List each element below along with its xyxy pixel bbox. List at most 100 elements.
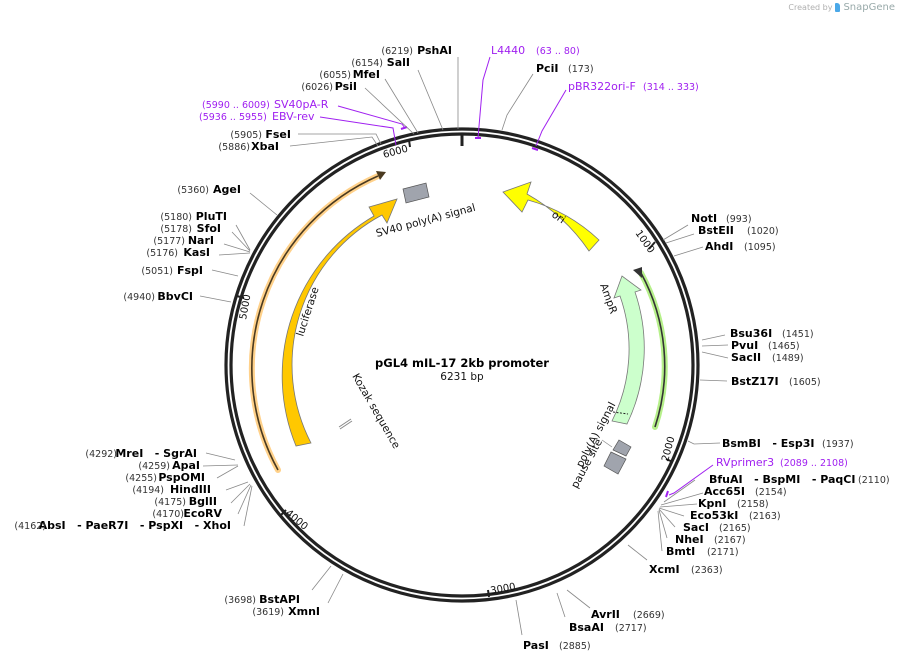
site-nhei[interactable]: NheI (2167)	[675, 533, 746, 546]
feature-pause-site[interactable]	[603, 451, 627, 475]
svg-text:(4292): (4292)	[85, 449, 117, 460]
site-pcii[interactable]: PciI (173)	[536, 62, 594, 75]
svg-text:(2717): (2717)	[615, 623, 647, 634]
site-ahdi[interactable]: AhdI (1095)	[705, 240, 776, 253]
primer-l4440[interactable]: L4440 (63 .. 80)	[475, 44, 580, 139]
svg-text:PshAI: PshAI	[417, 44, 452, 57]
site-ecorv[interactable]: EcoRV(4170)	[152, 507, 222, 520]
svg-text:Eco53kI: Eco53kI	[690, 509, 738, 522]
site-eco53ki[interactable]: Eco53kI (2163)	[690, 509, 781, 522]
svg-text:(3619): (3619)	[252, 607, 284, 618]
svg-text:AgeI: AgeI	[213, 183, 241, 196]
site-fsei[interactable]: FseI(5905)	[230, 128, 291, 141]
site-mfei[interactable]: MfeI(6055)	[319, 68, 380, 81]
site-noti[interactable]: NotI (993)	[691, 212, 752, 225]
site-pluti[interactable]: PluTI (5180)	[160, 210, 227, 223]
svg-text:(5177): (5177)	[153, 236, 185, 247]
svg-text:SfoI: SfoI	[197, 222, 221, 235]
svg-text:(6026): (6026)	[301, 82, 333, 93]
svg-text:BstAPI: BstAPI	[259, 593, 300, 606]
site-pspomi[interactable]: PspOMI(4255)	[125, 471, 205, 484]
feature-polya-signal[interactable]	[612, 439, 632, 457]
site-xbai[interactable]: XbaI(5886)	[218, 140, 279, 153]
site-nari[interactable]: NarI(5177)	[153, 234, 214, 247]
site-kasi[interactable]: KasI (5176)	[146, 246, 210, 259]
svg-text:BsmBI - Esp3I: BsmBI - Esp3I	[722, 437, 814, 450]
site-bstapi[interactable]: BstAPI(3698)	[224, 593, 300, 606]
primer-rvprimer3[interactable]: RVprimer3 (2089 .. 2108)	[665, 456, 848, 498]
site-pasi[interactable]: PasI (2885)	[523, 639, 591, 652]
site-fspi[interactable]: FspI (5051)	[141, 264, 203, 277]
svg-text:(2154): (2154)	[755, 487, 787, 498]
svg-text:KpnI: KpnI	[698, 497, 726, 510]
svg-text:(2171): (2171)	[707, 547, 739, 558]
svg-text:FspI: FspI	[177, 264, 203, 277]
feature-ampr[interactable]: AmpR	[597, 275, 645, 425]
svg-text:(5051): (5051)	[141, 266, 173, 277]
svg-text:BsaAI: BsaAI	[569, 621, 604, 634]
primer-range: (5936 .. 5955)	[199, 112, 267, 123]
created-by-text: Created by	[788, 3, 833, 12]
site-avrii[interactable]: AvrII (2669)	[591, 608, 665, 621]
primer-ebv-rev[interactable]: EBV-rev (5936 .. 5955)	[199, 110, 397, 146]
site-bsteii[interactable]: BstEII (1020)	[698, 224, 779, 237]
site-mrei-sgrai[interactable]: MreI - SgrAI(4292)	[85, 447, 197, 460]
snapgene-text: SnapGene	[843, 2, 895, 13]
svg-text:(4255): (4255)	[125, 473, 157, 484]
svg-text:AvrII: AvrII	[591, 608, 620, 621]
feature-kozak[interactable]: Kozak sequence	[338, 372, 402, 451]
site-sfoi[interactable]: SfoI (5178)	[160, 222, 221, 235]
restriction-site-labels-left: PshAI (6219) SalI (6154) MfeI(6055) PsiI(6…	[14, 44, 452, 618]
primer-sv40pa-r[interactable]: SV40pA-R (5990 .. 6009)	[202, 98, 408, 130]
svg-text:BmtI: BmtI	[666, 545, 695, 558]
site-bfuai-bspmi-paqci[interactable]: BfuAI - BspMI - PaqCI (2110)	[709, 473, 890, 486]
plasmid-name: pGL4 mIL-17 2kb promoter	[375, 356, 549, 370]
site-acc65i[interactable]: Acc65I (2154)	[704, 485, 787, 498]
site-hindiii[interactable]: HindIII (4194)	[132, 483, 211, 496]
feature-ori[interactable]: ori	[502, 181, 600, 252]
svg-text:XbaI: XbaI	[251, 140, 279, 153]
svg-text:PspOMI: PspOMI	[158, 471, 205, 484]
site-apai[interactable]: ApaI(4259)	[138, 459, 200, 472]
site-xmni[interactable]: XmnI (3619)	[252, 605, 320, 618]
site-psii[interactable]: PsiI(6026)	[301, 80, 357, 93]
site-bmti[interactable]: BmtI (2171)	[666, 545, 739, 558]
svg-text:Acc65I: Acc65I	[704, 485, 745, 498]
svg-text:(5178): (5178)	[160, 224, 192, 235]
site-sali[interactable]: SalI (6154)	[351, 56, 410, 69]
svg-text:(1489): (1489)	[772, 353, 804, 364]
svg-text:(6219): (6219)	[381, 46, 413, 57]
site-sacii[interactable]: SacII (1489)	[731, 351, 804, 364]
site-bstz17i[interactable]: BstZ17I (1605)	[731, 375, 821, 388]
primer-pbr322ori-f[interactable]: pBR322ori-F (314 .. 333)	[531, 80, 699, 151]
svg-text:(5180): (5180)	[160, 212, 192, 223]
orf-ampr[interactable]	[633, 267, 668, 430]
site-bglii[interactable]: BglII(4175)	[154, 495, 217, 508]
svg-text:(5905): (5905)	[230, 130, 262, 141]
site-bsmbi-esp3i[interactable]: BsmBI - Esp3I (1937)	[722, 437, 854, 450]
restriction-site-labels-right: PciI (173) NotI (993) BstEII (1020) AhdI (10…	[523, 62, 890, 652]
site-pvui[interactable]: PvuI (1465)	[731, 339, 800, 352]
svg-text:XmnI: XmnI	[288, 605, 320, 618]
site-kpni[interactable]: KpnI (2158)	[698, 497, 769, 510]
tick-4000: 4000	[283, 508, 310, 533]
site-absi-paer7i-pspxi-xhoi[interactable]: AbsI - PaeR7I - PspXI - XhoI(4162)	[14, 519, 231, 532]
svg-text:SacII: SacII	[731, 351, 761, 364]
site-bbvci[interactable]: BbvCI(4940)	[123, 290, 193, 303]
svg-text:PasI: PasI	[523, 639, 549, 652]
site-bsu36i[interactable]: Bsu36I (1451)	[730, 327, 814, 340]
site-bsaai[interactable]: BsaAI (2717)	[569, 621, 647, 634]
site-pshai[interactable]: PshAI (6219)	[381, 44, 452, 57]
site-agei[interactable]: AgeI (5360)	[177, 183, 241, 196]
svg-text:(1095): (1095)	[744, 242, 776, 253]
ampr-label: AmpR	[597, 282, 619, 316]
svg-text:(2669): (2669)	[633, 610, 665, 621]
svg-text:NotI: NotI	[691, 212, 717, 225]
svg-text:(2167): (2167)	[714, 535, 746, 546]
svg-text:(1937): (1937)	[822, 439, 854, 450]
svg-text:BfuAI - BspMI - PaqCI: BfuAI - BspMI - PaqCI	[709, 473, 855, 486]
orf-luciferase[interactable]	[248, 171, 386, 473]
site-xcmi[interactable]: XcmI (2363)	[649, 563, 723, 576]
site-saci[interactable]: SacI (2165)	[683, 521, 751, 534]
